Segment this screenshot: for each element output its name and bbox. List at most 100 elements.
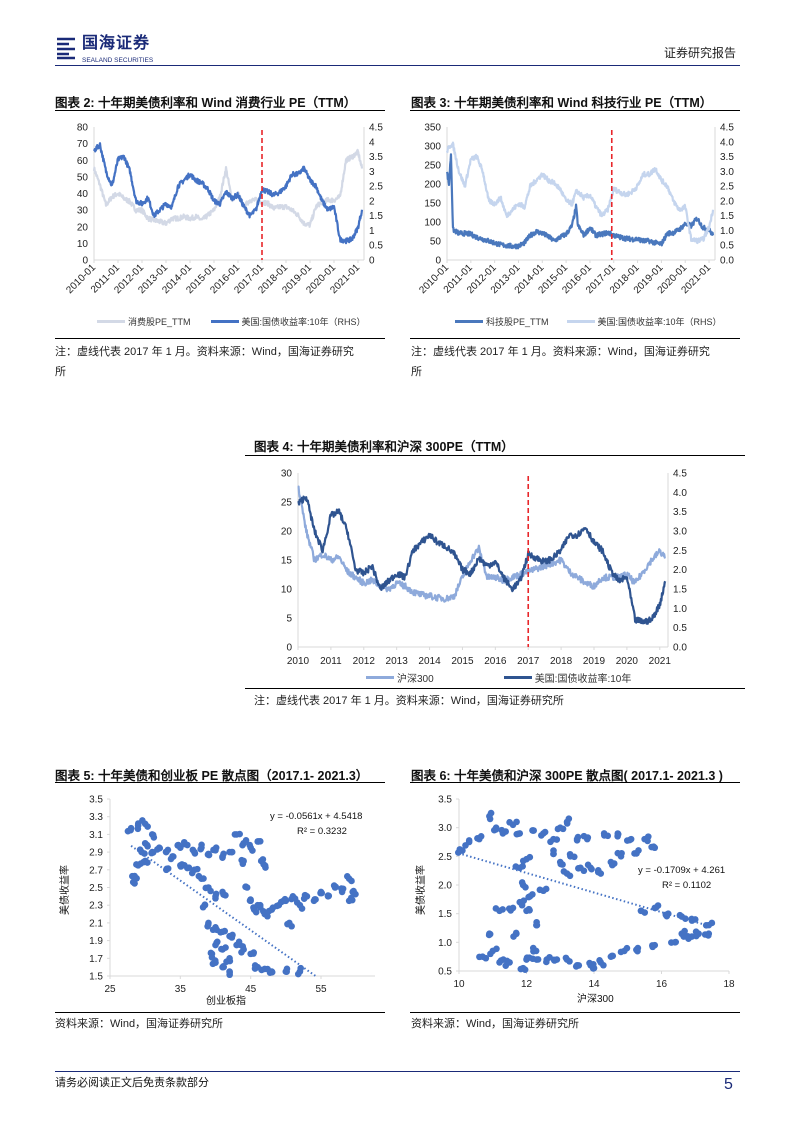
y-tick-label: 1.0	[438, 938, 452, 949]
sealand-logo-icon	[57, 37, 75, 60]
scatter-point	[492, 905, 500, 912]
scatter-point	[485, 931, 493, 939]
scatter-point	[136, 846, 144, 853]
x-tick-label: 14	[588, 979, 600, 990]
y-left-tick-label: 30	[77, 206, 89, 217]
scatter-point	[614, 830, 622, 837]
scatter-point	[222, 892, 229, 899]
scatter-point	[519, 863, 526, 870]
scatter-point	[609, 861, 616, 869]
series-line-1	[445, 153, 715, 250]
scatter-point	[507, 907, 514, 914]
y-left-tick-label: 300	[424, 142, 441, 153]
x-tick-label: 2019	[583, 656, 606, 667]
y-right-tick-label: 0.5	[720, 241, 734, 252]
figure-2-note-cont: 所	[55, 366, 66, 378]
y-tick-label: 1.5	[438, 909, 452, 920]
legend-label: 沪深300	[397, 674, 434, 685]
scatter-point	[343, 872, 351, 880]
x-tick-label: 2014	[418, 656, 441, 667]
y-left-tick-label: 25	[281, 498, 293, 509]
legend-swatch	[503, 676, 532, 679]
scatter-point	[588, 865, 595, 873]
legend-swatch	[210, 320, 239, 323]
figure-3-legend: 科技股PE_TTM 美国:国债收益率:10年（RHS）	[455, 315, 722, 328]
y-right-tick-label: 2.0	[720, 196, 734, 207]
figure-3-title: 图表 3: 十年期美债利率和 Wind 科技行业 PE（TTM）	[411, 96, 713, 110]
y-tick-label: 2.3	[89, 901, 103, 912]
scatter-point	[317, 889, 324, 897]
y-left-tick-label: 0	[286, 643, 292, 654]
y-right-tick-label: 0.0	[673, 643, 687, 654]
scatter-point	[207, 887, 214, 895]
scatter-point	[554, 825, 562, 833]
scatter-point	[211, 957, 219, 964]
scatter-point	[265, 907, 273, 915]
y-right-tick-label: 1	[369, 226, 375, 237]
x-tick-label: 25	[104, 984, 116, 995]
x-tick-label: 18	[723, 979, 735, 990]
y-tick-label: 3.0	[438, 823, 452, 834]
x-tick-label: 2018	[550, 656, 573, 667]
scatter-point	[144, 859, 151, 866]
scatter-point	[235, 938, 243, 946]
y-right-tick-label: 0.0	[720, 256, 734, 267]
x-tick-label: 2013	[386, 656, 409, 667]
scatter-point	[482, 954, 490, 962]
scatter-point	[238, 949, 245, 956]
scatter-point	[246, 897, 254, 904]
figure-2-top-rule	[55, 110, 385, 111]
figure-2-bottom-rule	[55, 338, 385, 339]
y-left-tick-label: 10	[281, 585, 293, 596]
x-tick-label: 10	[453, 979, 465, 990]
scatter-point	[283, 965, 291, 973]
scatter-point	[533, 921, 541, 929]
x-tick-label: 2020	[616, 656, 639, 667]
scatter-point	[348, 877, 355, 885]
y-tick-label: 3.1	[89, 830, 103, 841]
scatter-point	[258, 966, 265, 974]
scatter-point	[617, 948, 625, 956]
scatter-point	[259, 907, 267, 915]
scatter-point	[600, 832, 608, 839]
scatter-point	[284, 920, 291, 928]
y-right-tick-label: 1.5	[673, 585, 687, 596]
y-tick-label: 2.0	[438, 881, 452, 892]
scatter-point	[456, 846, 464, 853]
scatter-point	[476, 953, 483, 961]
scatter-point	[600, 961, 607, 969]
y-right-tick-label: 4.0	[673, 488, 687, 499]
scatter-point	[249, 847, 256, 854]
x-tick-label: 2012	[353, 656, 376, 667]
y-left-tick-label: 70	[77, 139, 89, 150]
x-tick-label: 2011	[320, 656, 342, 667]
scatter-point	[188, 869, 196, 877]
x-tick-label: 55	[315, 984, 327, 995]
y-right-tick-label: 2.0	[673, 565, 687, 576]
scatter-point	[236, 830, 243, 838]
figure-5-note: 资料来源：Wind，国海证券研究所	[55, 1018, 224, 1030]
scatter-point	[228, 848, 235, 856]
legend-swatch	[366, 676, 394, 679]
scatter-point	[692, 928, 700, 936]
y-left-tick-label: 250	[424, 161, 441, 172]
y-tick-label: 2.9	[89, 848, 103, 859]
scatter-point	[251, 962, 259, 969]
scatter-point	[189, 846, 197, 854]
scatter-point	[559, 825, 567, 833]
scatter-point	[575, 865, 582, 872]
series-line-2	[297, 495, 667, 625]
figure-4-top-rule	[245, 455, 745, 456]
legend-label: 美国:国债收益率:10年（RHS）	[597, 317, 722, 327]
scatter-point	[273, 902, 281, 910]
figure-5-r-squared: R² = 0.3232	[297, 826, 347, 837]
scatter-point	[518, 901, 526, 909]
scatter-point	[167, 855, 175, 863]
legend-swatch	[566, 320, 595, 323]
y-right-tick-label: 1.5	[720, 211, 734, 222]
scatter-point	[465, 837, 473, 844]
x-tick-label: 2010	[287, 656, 310, 667]
scatter-point	[702, 922, 710, 929]
trendline	[130, 844, 317, 977]
